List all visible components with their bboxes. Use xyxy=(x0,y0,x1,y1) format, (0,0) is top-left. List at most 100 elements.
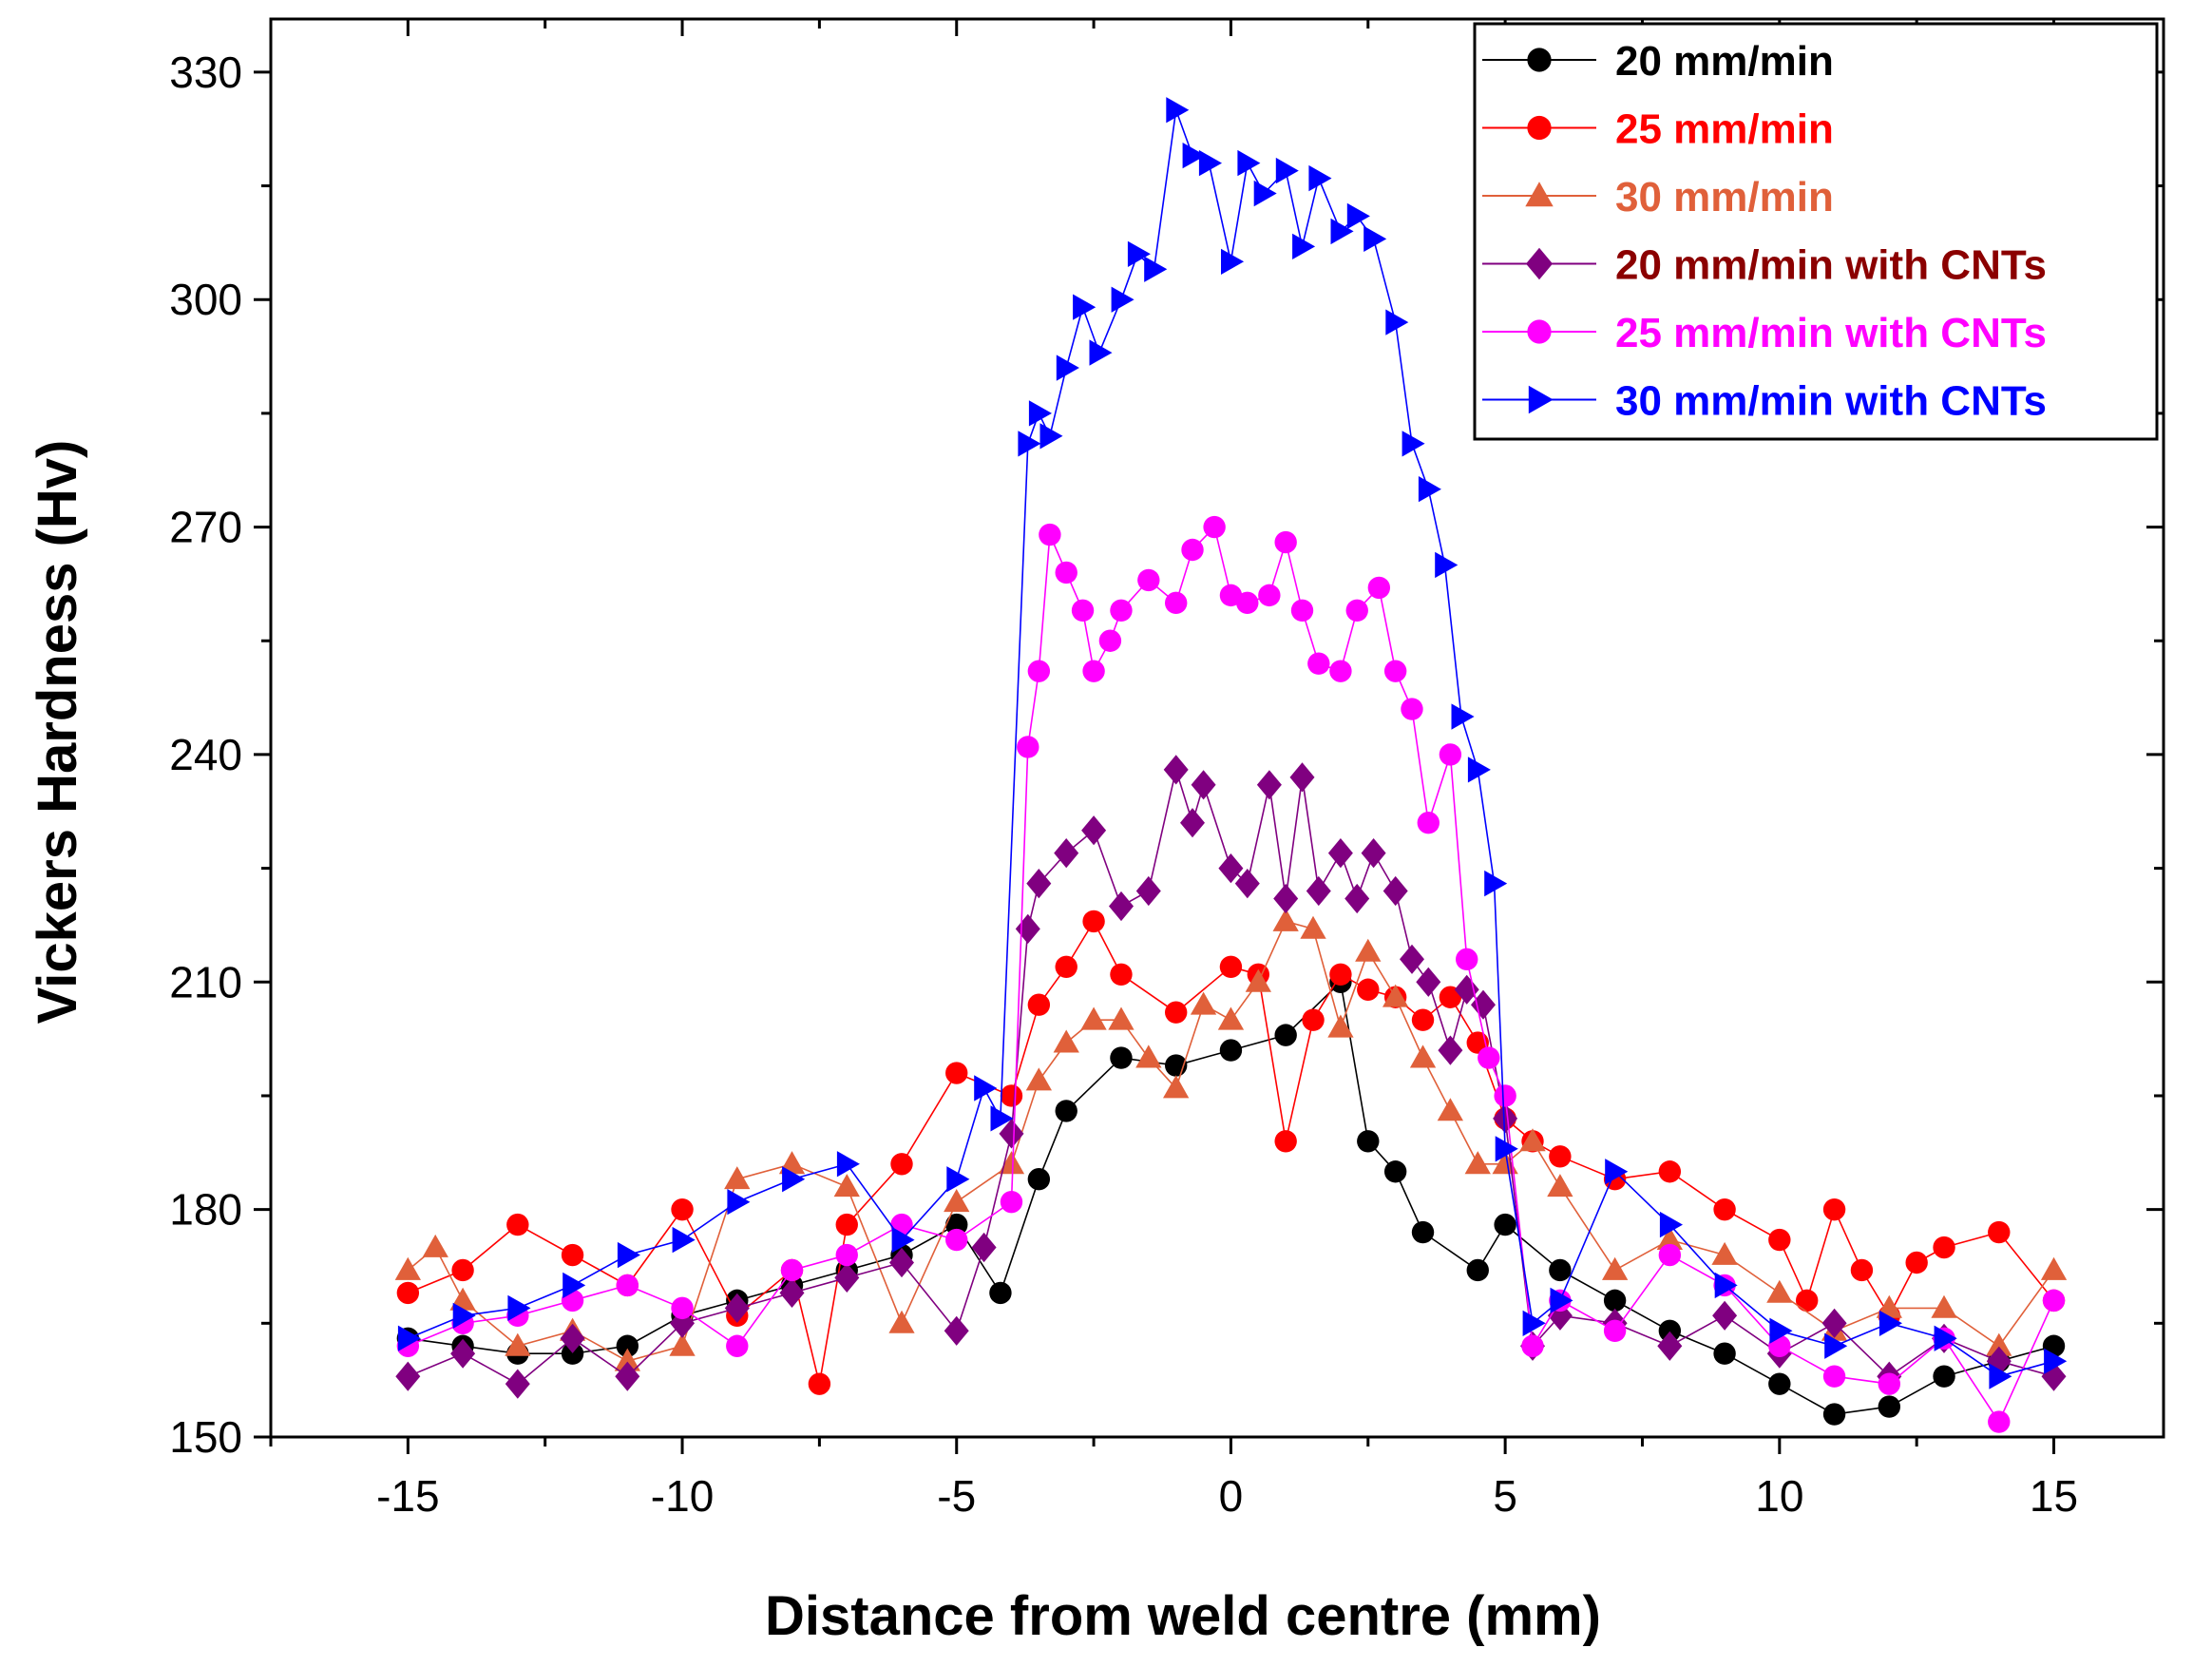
data-point xyxy=(1289,762,1315,793)
data-point xyxy=(1355,938,1382,962)
data-point xyxy=(1245,968,1271,992)
data-point xyxy=(1082,660,1105,682)
data-point xyxy=(615,1361,640,1391)
data-point xyxy=(1056,354,1079,381)
data-point xyxy=(1027,1168,1051,1191)
data-point xyxy=(1026,869,1052,899)
data-point xyxy=(1198,149,1222,177)
y-tick-label: 330 xyxy=(169,48,242,97)
data-point xyxy=(834,1262,860,1293)
data-point xyxy=(394,1256,421,1280)
data-point xyxy=(1018,431,1041,457)
data-point xyxy=(989,1281,1012,1305)
data-point xyxy=(1657,1331,1683,1361)
data-point xyxy=(808,1372,831,1395)
data-point xyxy=(1055,955,1077,979)
data-point xyxy=(1988,1410,2011,1433)
legend-marker xyxy=(1526,247,1553,280)
data-point xyxy=(1137,568,1160,592)
data-point xyxy=(1878,1395,1901,1418)
data-point xyxy=(944,1315,969,1346)
data-point xyxy=(1986,1332,2012,1356)
legend-marker xyxy=(1525,182,1554,207)
data-point xyxy=(1439,743,1462,766)
data-point xyxy=(1080,1006,1107,1030)
data-point xyxy=(1292,233,1316,259)
data-point xyxy=(1363,225,1387,252)
legend-label: 20 mm/min xyxy=(1615,38,1834,85)
data-point xyxy=(1203,515,1226,539)
data-point xyxy=(1054,838,1079,869)
data-point xyxy=(1438,1035,1463,1065)
data-point xyxy=(1217,1006,1245,1030)
x-tick-label: 5 xyxy=(1493,1471,1517,1521)
data-point xyxy=(1218,853,1244,884)
series-line xyxy=(407,919,2055,1385)
data-point xyxy=(1495,1136,1518,1162)
data-point xyxy=(1934,1325,1957,1351)
x-tick-label: 15 xyxy=(2030,1471,2078,1521)
series-2 xyxy=(396,910,2066,1395)
data-point xyxy=(1275,157,1299,184)
data-point xyxy=(1711,1241,1738,1265)
data-point xyxy=(1768,1228,1791,1252)
data-point xyxy=(1988,1220,2011,1244)
data-point xyxy=(1025,1067,1052,1091)
series-5 xyxy=(396,515,2066,1433)
data-point xyxy=(1549,1258,1572,1282)
data-point xyxy=(724,1293,750,1323)
data-point xyxy=(563,1272,586,1299)
y-tick-label: 240 xyxy=(169,730,242,779)
data-point xyxy=(1344,883,1370,914)
data-point xyxy=(1357,1130,1380,1153)
data-point xyxy=(1605,1159,1629,1185)
data-point xyxy=(836,1151,860,1178)
data-point xyxy=(1454,974,1479,1005)
data-point xyxy=(1327,1014,1354,1038)
data-point xyxy=(1272,908,1299,931)
data-point xyxy=(1300,915,1326,939)
y-tick-label: 150 xyxy=(169,1412,242,1462)
data-point xyxy=(1382,875,1408,907)
data-point xyxy=(1135,1044,1162,1068)
x-axis: -15 -10 -5 0 5 10 15 xyxy=(269,19,2078,1521)
data-point xyxy=(1039,523,1061,546)
data-point xyxy=(1111,286,1135,313)
data-point xyxy=(1000,1084,1023,1107)
data-point xyxy=(1603,1289,1627,1313)
data-point xyxy=(1400,944,1424,974)
data-point xyxy=(891,1226,915,1254)
data-point xyxy=(945,1062,968,1084)
data-point xyxy=(1824,1332,1848,1359)
data-point xyxy=(1385,309,1409,335)
data-point xyxy=(1081,815,1107,846)
data-point xyxy=(1769,1317,1793,1344)
data-point xyxy=(1163,1075,1190,1099)
legend-label: 30 mm/min with CNTs xyxy=(1615,378,2047,425)
legend-marker xyxy=(1527,115,1552,141)
data-point xyxy=(1108,1006,1135,1030)
data-point xyxy=(1521,1334,1544,1357)
data-point xyxy=(1055,561,1077,584)
data-point xyxy=(945,1228,968,1252)
data-point xyxy=(1110,963,1133,987)
data-point xyxy=(1237,149,1261,177)
data-point xyxy=(1494,1084,1516,1107)
data-point xyxy=(1028,400,1052,427)
data-point xyxy=(614,1348,640,1371)
data-point xyxy=(1027,660,1051,682)
data-point xyxy=(1383,1160,1407,1183)
data-point xyxy=(1659,1211,1683,1238)
data-point xyxy=(1795,1289,1819,1313)
data-point xyxy=(1166,97,1190,124)
data-point xyxy=(889,1247,914,1278)
data-point xyxy=(452,1302,476,1329)
data-point xyxy=(1346,202,1370,230)
data-point xyxy=(1714,1272,1738,1299)
data-point xyxy=(1221,248,1245,275)
data-point xyxy=(1464,1151,1491,1175)
data-point xyxy=(1308,164,1332,192)
data-point xyxy=(2044,1348,2068,1374)
x-tick-label: 0 xyxy=(1219,1471,1244,1521)
data-point xyxy=(1357,978,1380,1001)
